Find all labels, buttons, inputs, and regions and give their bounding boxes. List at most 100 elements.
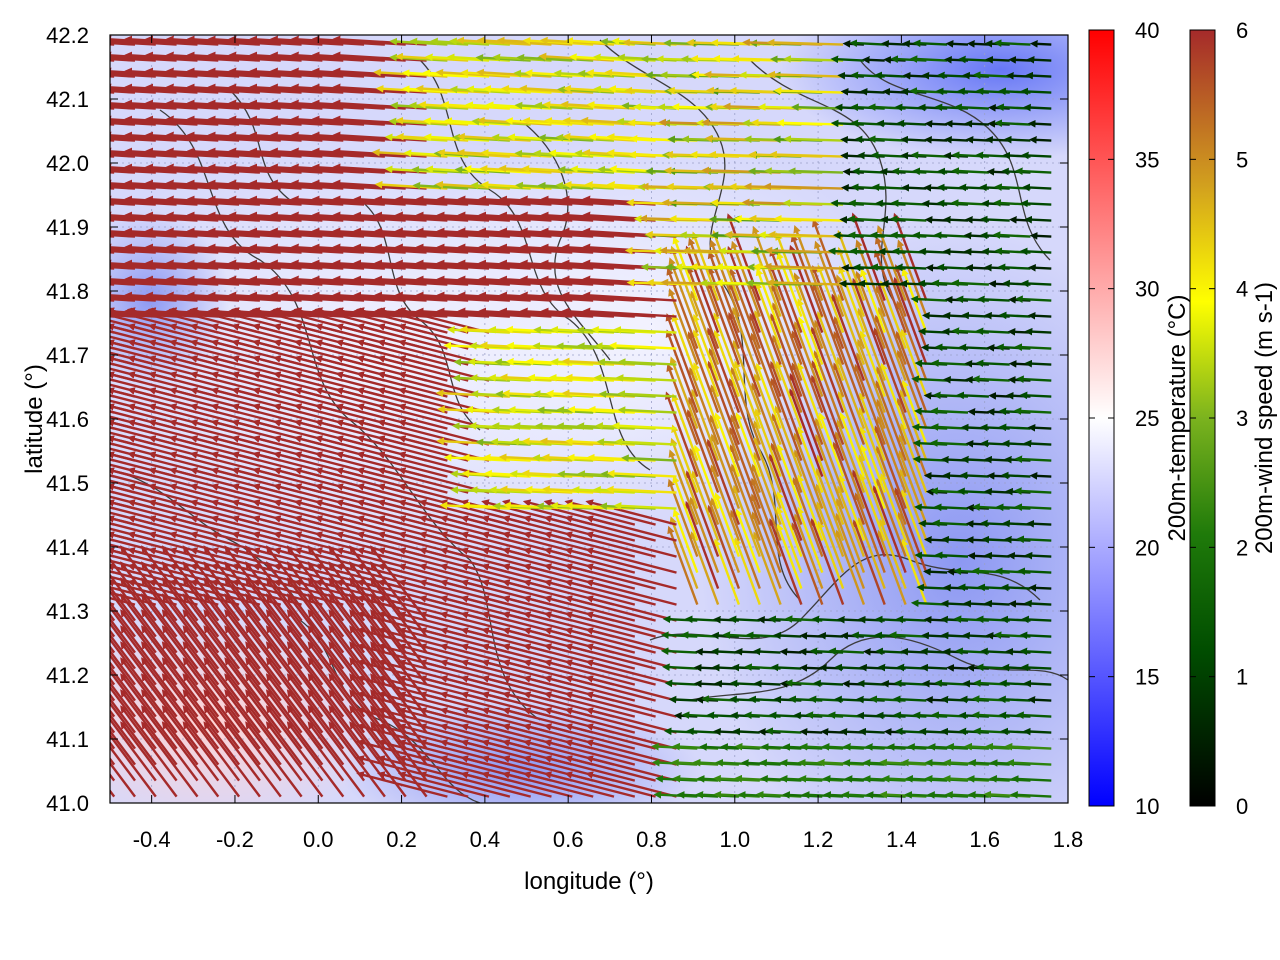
wind-vector — [980, 647, 1010, 656]
wind-vector — [773, 631, 802, 640]
temperature-colorbar-label: 200m-temperature (°C) — [1164, 294, 1191, 541]
wind-vector — [789, 373, 824, 462]
wind-vector — [730, 463, 761, 542]
wind-vector — [1013, 487, 1052, 495]
wind-vector — [356, 643, 448, 670]
wind-vector — [687, 396, 720, 478]
wind-vector — [980, 439, 1010, 448]
wind-vector — [377, 659, 469, 686]
colorbar-tick-label: 6 — [1236, 18, 1248, 43]
wind-vector — [932, 519, 969, 528]
wind-vector — [918, 247, 948, 256]
wind-vector — [889, 215, 927, 224]
wind-vector — [265, 657, 324, 734]
wind-vector — [965, 263, 989, 272]
wind-vector — [818, 631, 844, 640]
wind-vector — [711, 663, 739, 672]
wind-vector — [828, 647, 864, 656]
wind-vector — [836, 485, 866, 558]
wind-vector — [993, 199, 1031, 207]
wind-vector — [1005, 71, 1031, 80]
wind-vector — [613, 502, 677, 510]
wind-vector — [1016, 375, 1052, 384]
wind-vector — [1029, 232, 1052, 240]
wind-vector — [858, 473, 886, 542]
wind-vector — [965, 135, 989, 144]
wind-vector — [709, 414, 741, 494]
wind-vector — [875, 647, 906, 656]
wind-vector — [1015, 295, 1052, 304]
wind-vector — [1000, 471, 1031, 480]
colorbar-tick-label: 2 — [1236, 535, 1248, 560]
wind-vector — [397, 739, 490, 766]
wind-vector — [956, 391, 989, 400]
wind-vector — [606, 469, 677, 478]
wind-vector — [161, 673, 220, 750]
wind-vector — [916, 583, 948, 592]
wind-vector — [713, 538, 741, 606]
wind-vector — [286, 689, 345, 766]
wind-vector — [377, 707, 469, 734]
wind-vector — [1008, 216, 1031, 224]
wind-vector — [709, 384, 741, 462]
wind-vector — [182, 705, 241, 782]
wind-vector — [976, 295, 1010, 304]
wind-vector — [397, 771, 490, 798]
wind-vector — [839, 727, 864, 736]
wind-vector — [894, 487, 928, 574]
wind-vector — [110, 681, 136, 718]
wind-vector — [752, 451, 782, 526]
wind-vector — [245, 593, 303, 670]
wind-vector — [967, 552, 989, 560]
wind-vector — [965, 536, 989, 544]
wind-vector — [1008, 56, 1031, 64]
wind-vector — [706, 711, 739, 720]
wind-vector — [834, 663, 864, 672]
wind-vector — [397, 611, 490, 638]
wind-vector — [1001, 439, 1031, 448]
wind-vector — [857, 517, 886, 590]
wind-vector — [110, 621, 157, 686]
wind-vector — [753, 679, 781, 688]
wind-vector — [356, 723, 448, 750]
wind-vector — [110, 187, 115, 190]
wind-vector — [875, 380, 907, 462]
wind-vector — [779, 648, 802, 656]
colorbar-tick-label: 1 — [1236, 665, 1248, 690]
wind-vector — [774, 405, 803, 478]
wind-vector — [940, 455, 969, 464]
wind-vector — [265, 721, 324, 798]
wind-vector — [996, 103, 1031, 112]
wind-vector — [1021, 615, 1052, 624]
wind-vector — [397, 675, 490, 702]
wind-vector — [1019, 391, 1052, 400]
wind-vector — [796, 506, 824, 574]
wind-vector — [245, 721, 303, 798]
wind-vector — [1019, 647, 1052, 656]
wind-vector — [224, 593, 282, 670]
x-tick-label: -0.4 — [133, 827, 171, 852]
wind-vector — [1020, 151, 1052, 160]
x-tick-label: 1.0 — [719, 827, 750, 852]
wind-vector — [962, 631, 989, 640]
wind-vector — [110, 420, 136, 430]
wind-vector — [753, 436, 782, 510]
wind-vector — [265, 673, 324, 750]
wind-vector — [110, 591, 157, 606]
wind-vector — [955, 647, 989, 656]
wind-vector — [110, 713, 136, 750]
colorbar-tick-label: 3 — [1236, 406, 1248, 431]
wind-vector — [998, 695, 1031, 704]
wind-vector — [854, 363, 886, 446]
wind-vector — [110, 479, 157, 494]
wind-vector — [1022, 183, 1052, 192]
wind-vector — [110, 431, 157, 446]
colorbar-tick-label: 40 — [1135, 18, 1159, 43]
wind-vector — [929, 439, 969, 447]
wind-vector — [161, 657, 220, 734]
wind-vector — [397, 659, 490, 686]
wind-vector — [120, 689, 178, 766]
wind-vector — [224, 641, 282, 718]
wind-vector — [751, 463, 782, 542]
wind-vector — [397, 707, 490, 734]
